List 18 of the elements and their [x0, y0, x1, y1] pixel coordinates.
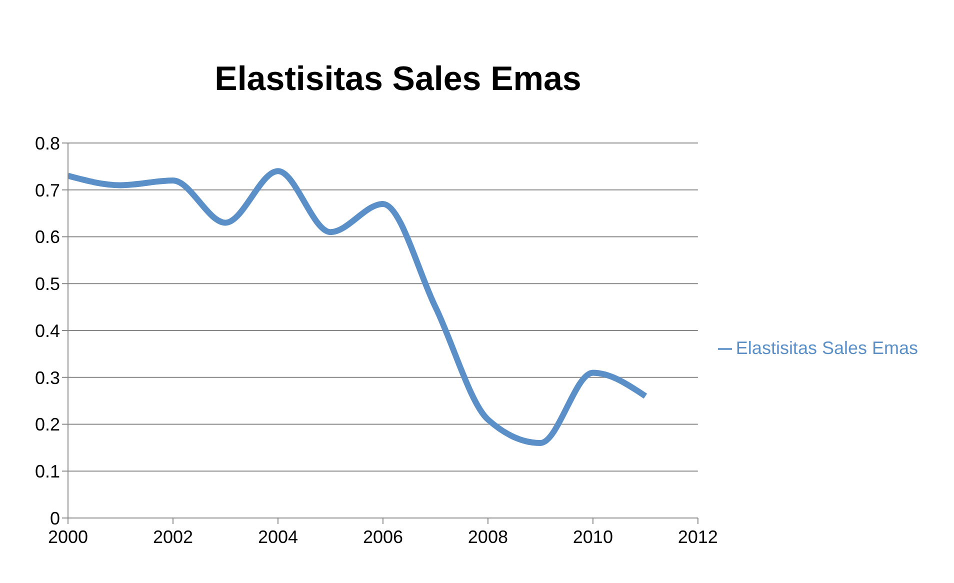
y-tick-label: 0.7	[34, 180, 60, 200]
chart-title: Elastisitas Sales Emas	[214, 60, 582, 99]
y-tick-label: 0.2	[34, 414, 60, 435]
x-tick-label: 2006	[362, 526, 403, 547]
y-tick-label: 0.4	[34, 320, 60, 341]
x-tick-label: 2008	[468, 526, 508, 547]
y-tick-label: 0	[50, 508, 60, 528]
y-tick-label: 0.8	[34, 133, 60, 154]
y-tick-label: 0.6	[34, 227, 60, 248]
x-tick-label: 2004	[258, 526, 298, 547]
y-tick-label: 0.5	[34, 274, 60, 294]
y-tick-label: 0.1	[34, 462, 60, 482]
legend-label: Elastisitas Sales Emas	[736, 338, 918, 358]
x-tick-label: 2010	[572, 526, 613, 547]
x-tick-label: 2000	[48, 526, 88, 547]
y-tick-label: 0.3	[34, 368, 60, 388]
x-tick-label: 2012	[678, 526, 718, 547]
x-tick-label: 2002	[152, 526, 194, 547]
